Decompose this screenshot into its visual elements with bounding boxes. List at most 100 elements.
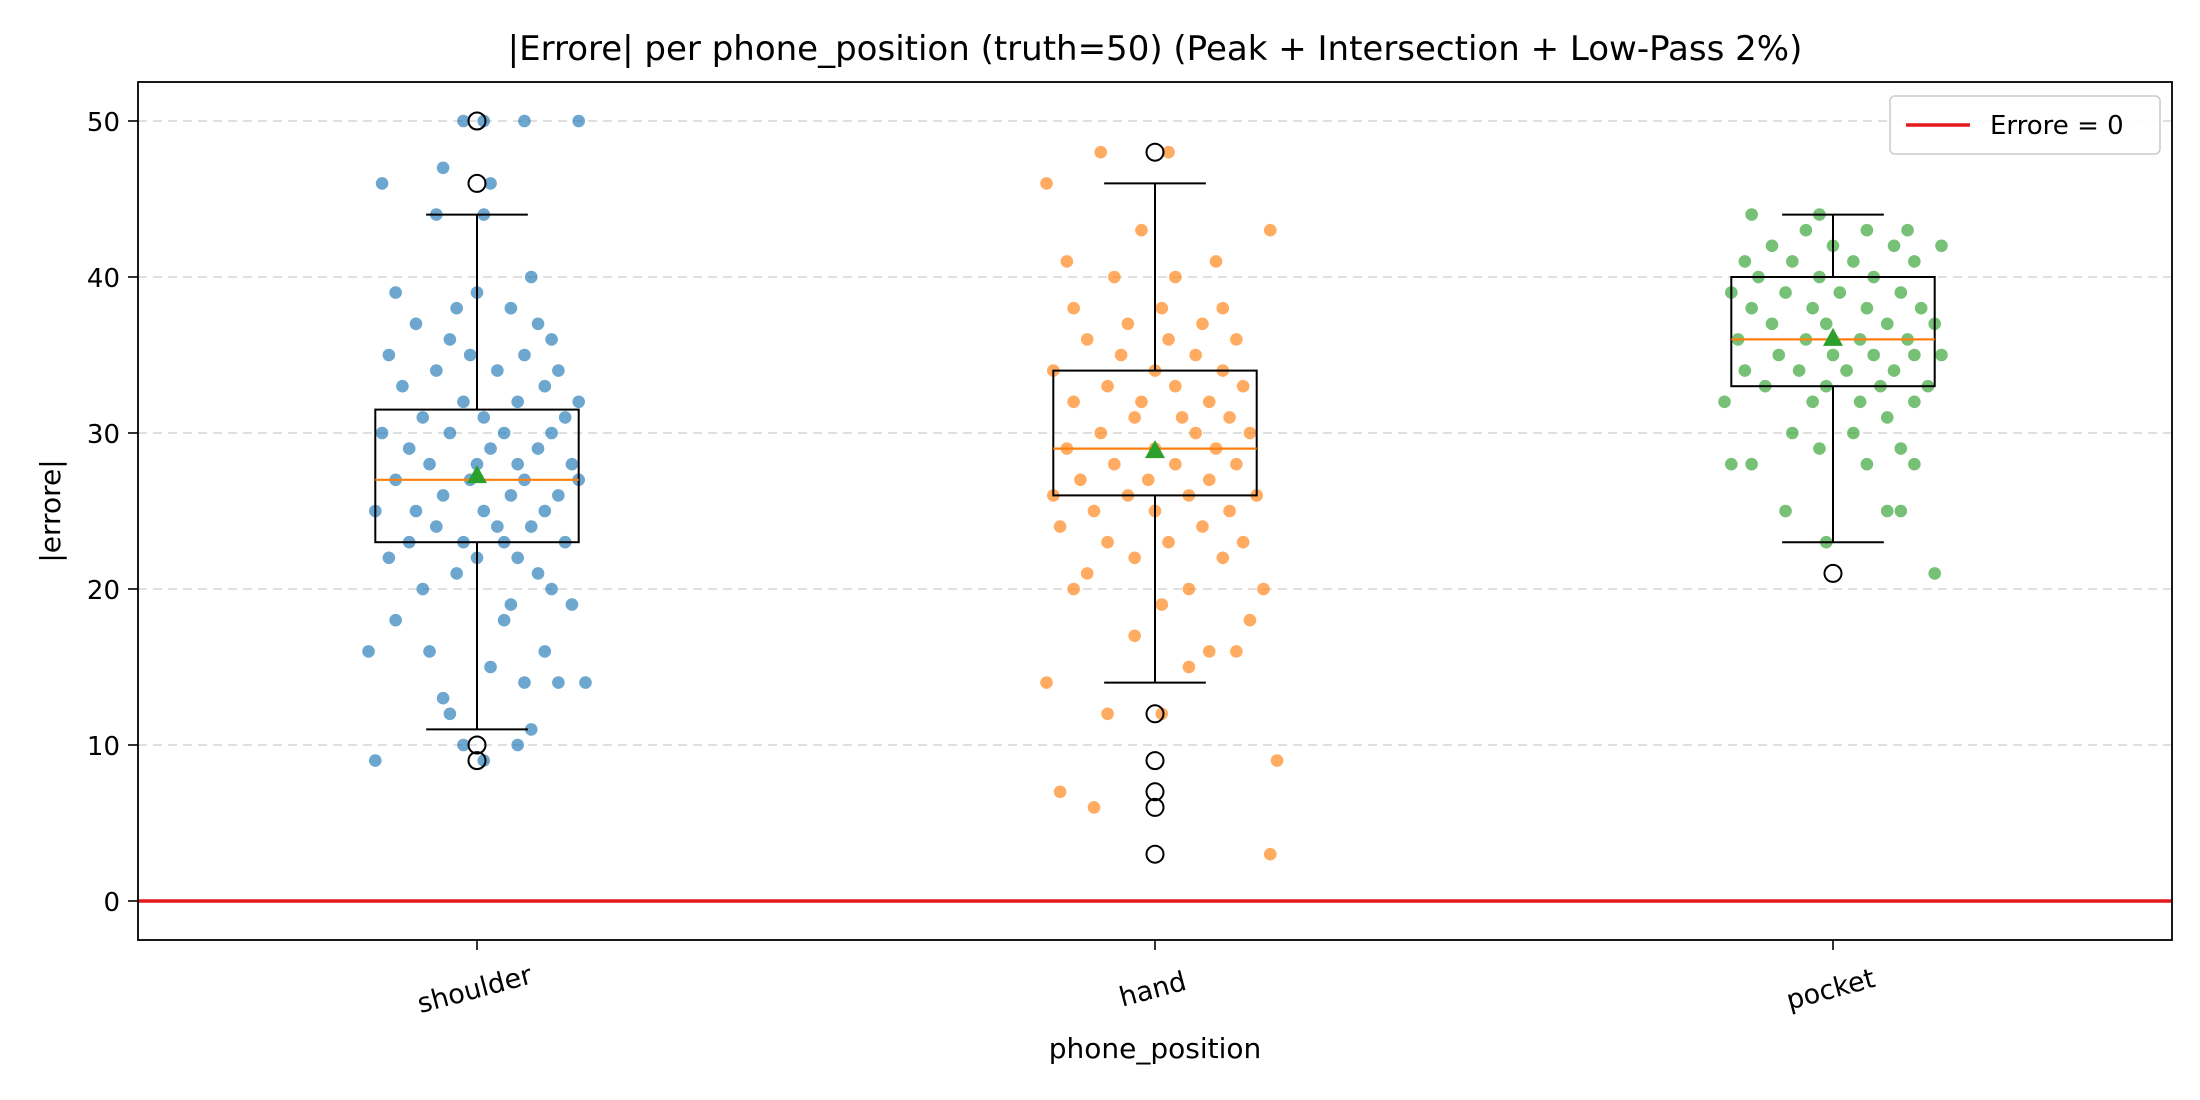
scatter-point bbox=[1243, 426, 1257, 440]
scatter-point bbox=[1202, 395, 1216, 409]
scatter-point bbox=[1887, 239, 1901, 253]
scatter-point bbox=[531, 567, 545, 580]
scatter-point bbox=[1806, 395, 1819, 409]
scatter-point bbox=[531, 317, 545, 331]
scatter-point bbox=[1779, 504, 1792, 518]
scatter-point bbox=[1216, 301, 1230, 315]
scatter-point bbox=[1894, 286, 1908, 299]
scatter-point bbox=[409, 504, 423, 518]
scatter-point bbox=[484, 177, 497, 190]
scatter-point bbox=[1880, 411, 1894, 424]
y-tick-label: 20 bbox=[87, 576, 120, 606]
scatter-point bbox=[423, 645, 436, 658]
scatter-point bbox=[1101, 535, 1114, 549]
scatter-point bbox=[1189, 426, 1202, 440]
scatter-point bbox=[1833, 286, 1847, 299]
scatter-point bbox=[402, 442, 416, 455]
outlier-marker bbox=[467, 111, 487, 131]
scatter-point bbox=[1847, 255, 1860, 268]
scatter-point bbox=[1779, 286, 1792, 299]
mean-marker bbox=[1145, 440, 1165, 459]
scatter-point bbox=[457, 738, 470, 752]
scatter-point bbox=[1935, 239, 1948, 253]
scatter-point bbox=[579, 676, 592, 689]
box-hand bbox=[1052, 142, 1258, 864]
scatter-point bbox=[538, 645, 552, 658]
scatter-point bbox=[518, 114, 531, 128]
scatter-point bbox=[362, 645, 375, 658]
scatter-point bbox=[558, 411, 572, 424]
iqr-box bbox=[1730, 276, 1936, 388]
legend: Errore = 0 bbox=[1889, 95, 2161, 155]
scatter-point bbox=[1223, 504, 1236, 518]
scatter-point bbox=[450, 567, 463, 580]
scatter-point bbox=[436, 161, 450, 175]
scatter-point bbox=[477, 114, 491, 128]
scatter-point bbox=[477, 754, 491, 767]
box-shoulder bbox=[374, 111, 580, 771]
scatter-point bbox=[1223, 411, 1236, 424]
scatter-point bbox=[1270, 754, 1284, 767]
scatter-point bbox=[375, 426, 389, 440]
scatter-point bbox=[1880, 317, 1894, 331]
scatter-point bbox=[1853, 395, 1867, 409]
scatter-point bbox=[1094, 426, 1108, 440]
scatter-point bbox=[1786, 255, 1799, 268]
scatter-point bbox=[1094, 145, 1108, 159]
scatter-point bbox=[1182, 660, 1196, 674]
outlier-marker bbox=[1823, 563, 1843, 583]
outlier-marker bbox=[467, 751, 487, 771]
scatter-point bbox=[389, 286, 402, 299]
outlier-marker bbox=[1145, 704, 1165, 724]
scatter-point bbox=[1908, 395, 1921, 409]
outlier-marker bbox=[1145, 797, 1165, 817]
scatter-point bbox=[1189, 348, 1202, 362]
scatter-point bbox=[565, 598, 579, 611]
scatter-point bbox=[1060, 255, 1074, 268]
scatter-point bbox=[1114, 348, 1128, 362]
scatter-point bbox=[1067, 395, 1080, 409]
outlier-marker bbox=[1145, 782, 1165, 802]
scatter-point bbox=[1887, 364, 1901, 377]
scatter-point bbox=[1826, 348, 1840, 362]
scatter-point bbox=[382, 551, 396, 565]
scatter-point bbox=[1860, 223, 1874, 237]
scatter-point bbox=[1230, 645, 1243, 658]
scatter-point bbox=[1765, 239, 1779, 253]
scatter-point bbox=[1230, 333, 1243, 346]
chart-title: |Errore| per phone_position (truth=50) (… bbox=[508, 29, 1803, 69]
scatter-point bbox=[1121, 317, 1135, 331]
scatter-point bbox=[1080, 333, 1094, 346]
scatter-point bbox=[389, 613, 402, 627]
outlier-marker bbox=[1145, 142, 1165, 162]
scatter-point bbox=[1860, 301, 1874, 315]
scatter-point bbox=[1840, 364, 1853, 377]
scatter-point bbox=[484, 442, 497, 455]
scatter-point bbox=[1772, 348, 1786, 362]
scatter-point bbox=[1162, 145, 1175, 159]
y-tick-label: 40 bbox=[87, 264, 120, 294]
scatter-point bbox=[477, 504, 491, 518]
scatter-point bbox=[1175, 411, 1189, 424]
scatter-point bbox=[538, 504, 552, 518]
scatter-point bbox=[1202, 645, 1216, 658]
scatter-point bbox=[1908, 457, 1921, 471]
scatter-point bbox=[470, 457, 484, 471]
scatter-point bbox=[1087, 504, 1101, 518]
scatter-point bbox=[545, 426, 558, 440]
scatter-point bbox=[1908, 348, 1921, 362]
scatter-point bbox=[1718, 395, 1731, 409]
scatter-point bbox=[1765, 317, 1779, 331]
y-axis: 0 10 20 30 40 50 bbox=[87, 108, 138, 918]
scatter-point bbox=[1108, 270, 1121, 284]
scatter-point bbox=[524, 270, 538, 284]
scatter-point bbox=[1236, 535, 1250, 549]
scatter-point bbox=[497, 426, 511, 440]
scatter-point bbox=[538, 379, 552, 393]
y-tick-label: 0 bbox=[103, 888, 120, 918]
scatter-point bbox=[524, 723, 538, 736]
scatter-point bbox=[1040, 177, 1053, 190]
scatter-point bbox=[1880, 504, 1894, 518]
scatter-point bbox=[1813, 442, 1826, 455]
